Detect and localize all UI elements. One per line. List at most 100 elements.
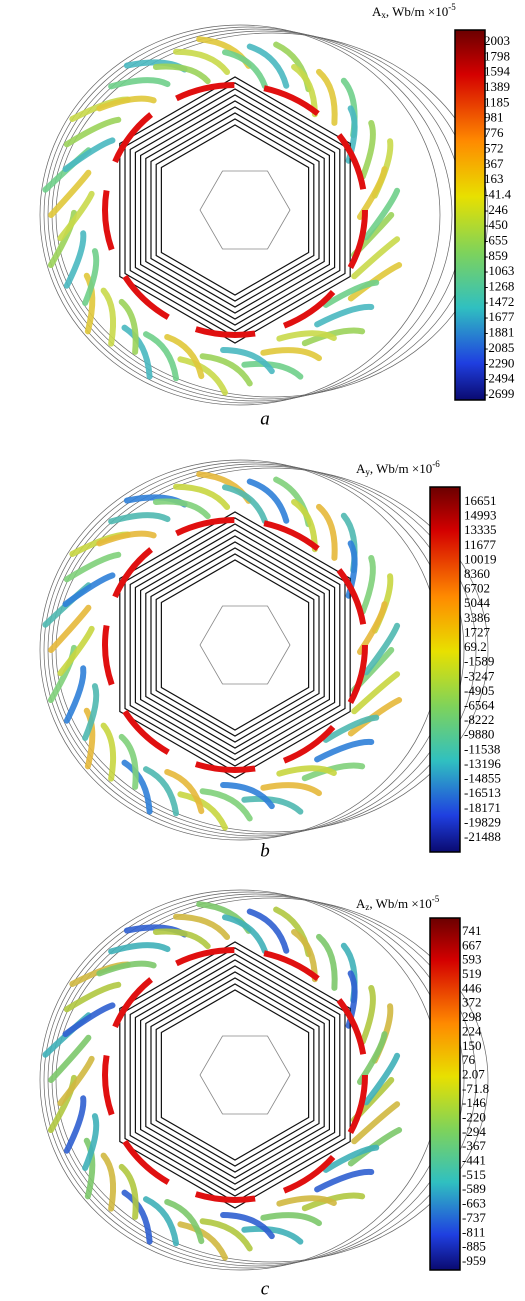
tube [225, 52, 265, 86]
tube [104, 291, 113, 344]
tube [263, 350, 319, 358]
coil [146, 107, 324, 313]
tick-label: 776 [484, 125, 504, 140]
tick-label: 1185 [484, 94, 510, 109]
tube [99, 964, 153, 974]
tick-label: 519 [462, 966, 482, 981]
tick-label: 2003 [484, 33, 510, 48]
tick-label: 69.2 [464, 639, 487, 654]
tick-label: 163 [484, 171, 504, 186]
tick-label: -2494 [484, 371, 515, 386]
tick-label: -1268 [484, 279, 514, 294]
unit: , Wb/m ×10 [369, 896, 431, 911]
tick-label: -1677 [484, 309, 515, 324]
tube [363, 558, 373, 612]
unit: , Wb/m ×10 [386, 4, 448, 19]
coil [151, 113, 319, 307]
tick-label: 5044 [464, 595, 491, 610]
coil [161, 990, 308, 1160]
exponent: -6 [432, 459, 440, 469]
tick-label: 1389 [484, 79, 510, 94]
tick-label: -367 [462, 1138, 486, 1153]
tick-label: 741 [462, 923, 482, 938]
tick-label: -18171 [464, 800, 501, 815]
tick-label: -589 [462, 1181, 486, 1196]
tick-label: 667 [462, 937, 482, 952]
tick-label: -21488 [464, 829, 501, 844]
tick-label: -294 [462, 1124, 486, 1139]
figure: Ax, Wb/m ×10-520031798159413891185981776… [0, 0, 525, 1301]
tube [111, 80, 167, 86]
tube [319, 937, 335, 988]
tube [319, 72, 335, 123]
tick-label: -3247 [464, 668, 495, 683]
colorbar [430, 487, 460, 852]
tick-label: 13335 [464, 522, 497, 537]
tick-label: -1589 [464, 654, 494, 669]
tick-label: 14993 [464, 508, 497, 523]
tick-label: -811 [462, 1224, 485, 1239]
tick-label: 16651 [464, 493, 497, 508]
tube [279, 333, 334, 338]
tube [317, 1172, 371, 1189]
tube [99, 534, 153, 544]
tick-label: 11677 [464, 537, 497, 552]
tick-label: 3386 [464, 610, 491, 625]
bore [200, 606, 290, 684]
tick-label: -515 [462, 1167, 486, 1182]
tick-label: -9880 [464, 727, 494, 742]
colorbar-title: Ay, Wb/m ×10-6 [356, 459, 440, 477]
tube [156, 932, 208, 947]
coil [151, 978, 319, 1172]
coil [161, 125, 308, 295]
unit: , Wb/m ×10 [370, 461, 432, 476]
exponent: -5 [432, 894, 440, 904]
tick-label: -1881 [484, 325, 514, 340]
panel-label: b [260, 840, 270, 861]
colorbar [430, 918, 460, 1270]
tube [156, 502, 208, 517]
tick-label: -737 [462, 1210, 486, 1225]
tick-label: 298 [462, 1009, 482, 1024]
panel-label: a [260, 408, 270, 429]
tube [263, 1215, 319, 1223]
tick-label: 150 [462, 1038, 482, 1053]
tick-label: -71.8 [462, 1081, 489, 1096]
tick-label: -8222 [464, 712, 494, 727]
tick-label: -2085 [484, 340, 514, 355]
tick-label: -14855 [464, 771, 501, 786]
panel-label: c [261, 1278, 270, 1299]
tick-label: -441 [462, 1153, 486, 1168]
tick-label: -859 [484, 248, 508, 263]
tube [111, 945, 167, 951]
bore [200, 171, 290, 249]
tube [363, 988, 373, 1042]
tube [279, 768, 334, 773]
tick-label: 1594 [484, 64, 511, 79]
tube [263, 785, 319, 793]
tube [279, 1198, 334, 1203]
tick-label: -220 [462, 1110, 486, 1125]
tick-label: 372 [462, 995, 482, 1010]
tube [317, 742, 371, 759]
tick-label: 6702 [464, 581, 490, 596]
conductor [105, 950, 365, 1200]
tick-label: -16513 [464, 785, 501, 800]
coil [146, 542, 324, 748]
tick-label: -146 [462, 1095, 486, 1110]
tick-label: -4905 [464, 683, 494, 698]
tick-label: 76 [462, 1052, 476, 1067]
render [40, 460, 488, 840]
tube [67, 668, 83, 720]
tick-label: -959 [462, 1253, 486, 1268]
tube [363, 123, 373, 177]
tick-label: -19829 [464, 814, 501, 829]
tube [99, 99, 153, 109]
colorbar-title: Az, Wb/m ×10-5 [356, 894, 440, 912]
tick-label: -1472 [484, 294, 514, 309]
tube [111, 515, 167, 521]
tick-label: 10019 [464, 551, 497, 566]
colorbar [455, 30, 485, 400]
tick-label: 446 [462, 980, 482, 995]
tick-label: -450 [484, 217, 508, 232]
